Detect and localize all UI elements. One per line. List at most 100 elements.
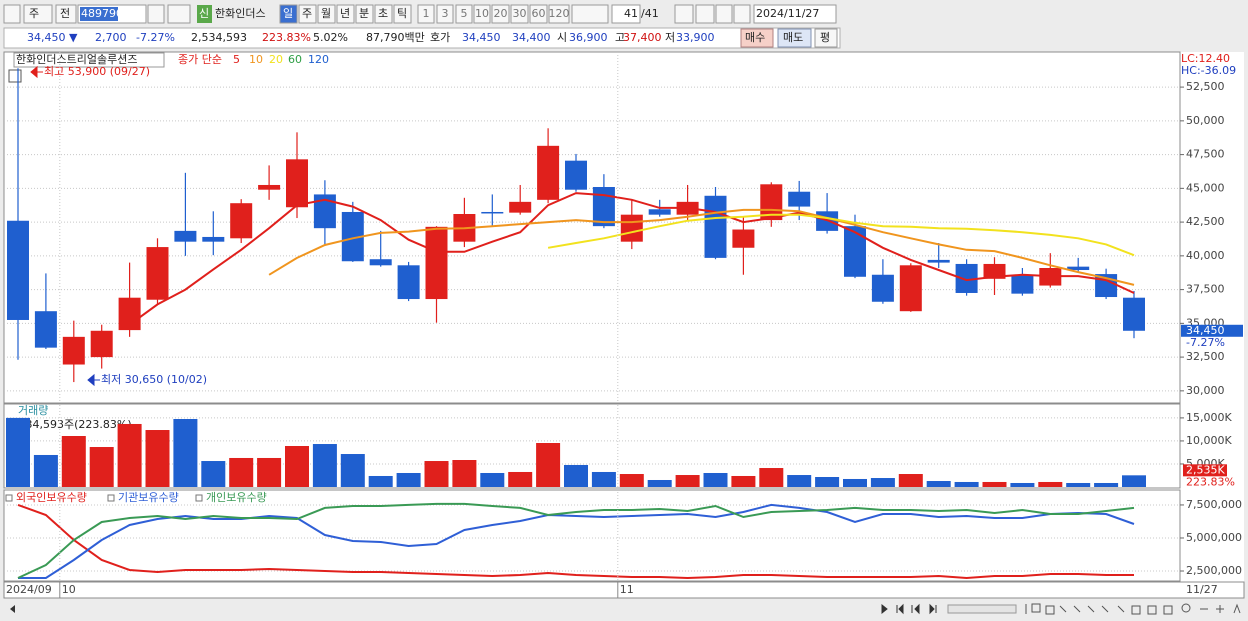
menu-button[interactable] [3, 4, 21, 24]
interval: 30 [513, 7, 527, 20]
interval-button[interactable] [436, 4, 454, 24]
moving-average [268, 208, 1135, 286]
candle-body [704, 195, 727, 258]
buy-button[interactable] [740, 28, 774, 48]
period: 주 [302, 7, 312, 20]
period: 월 [321, 7, 331, 20]
volume-bar [1010, 482, 1035, 487]
y-tick-label: 50,000 [1186, 114, 1225, 127]
sound-button[interactable] [167, 4, 191, 24]
interval-button[interactable] [473, 4, 491, 24]
period-button[interactable] [355, 4, 374, 24]
volume-bar [480, 472, 505, 487]
period: 분 [359, 7, 369, 20]
sell-button[interactable] [777, 28, 812, 48]
period: 틱 [397, 7, 407, 20]
scope: 전 [60, 7, 70, 20]
settings-button[interactable] [733, 4, 751, 24]
y-tick-label: 42,500 [1186, 215, 1225, 228]
period-button[interactable] [298, 4, 317, 24]
volume-bar [619, 474, 644, 487]
y-tick-label: 32,500 [1186, 350, 1225, 363]
badge: 신 [199, 7, 209, 20]
volume-bar [312, 444, 337, 487]
interval-button[interactable] [548, 4, 570, 24]
open: 36,900 [569, 31, 608, 44]
tool-button[interactable] [695, 4, 715, 24]
scope-button[interactable] [55, 4, 77, 24]
date-input[interactable] [753, 4, 837, 24]
code: 489790 [81, 7, 123, 20]
period: 년 [340, 7, 350, 20]
volume-bar [787, 475, 812, 487]
period-button[interactable] [374, 4, 393, 24]
count-input[interactable] [611, 4, 641, 24]
period-type-select[interactable] [23, 4, 53, 24]
candle-body [1123, 297, 1145, 331]
interval: 1 [423, 7, 430, 20]
interval-button[interactable] [510, 4, 529, 24]
legend-entry: 60 [288, 53, 302, 66]
interval-button[interactable] [455, 4, 473, 24]
save-button[interactable] [715, 4, 733, 24]
tool-icons[interactable] [1025, 603, 1241, 615]
interval-button[interactable] [529, 4, 548, 24]
scroll-buttons[interactable] [881, 603, 937, 615]
candle-body [90, 330, 113, 358]
period-button[interactable] [393, 4, 412, 24]
change: 2,700 [95, 31, 127, 44]
candle-body [174, 230, 197, 242]
chart-area [4, 52, 1244, 598]
quote-box [3, 27, 841, 49]
legend-entry: 120 [308, 53, 329, 66]
last-volume-change: 223.83% [1186, 475, 1235, 488]
search-button[interactable] [147, 4, 165, 24]
candle-body [146, 247, 169, 300]
code-selection [80, 7, 118, 21]
period-button[interactable] [279, 4, 298, 24]
holding-line [17, 503, 1134, 580]
scroll-left[interactable] [10, 605, 15, 613]
price: 34,450 ▼ [27, 31, 78, 44]
zoom-slider[interactable] [947, 604, 1017, 614]
volume-bar [759, 468, 784, 487]
y-tick-label: 45,000 [1186, 181, 1225, 194]
candle-body [286, 159, 308, 208]
candle-body [983, 263, 1006, 279]
volume-bar [173, 419, 198, 487]
volume-bar [926, 481, 951, 487]
interval-button[interactable] [417, 4, 435, 24]
low-arrow [87, 373, 100, 387]
sell: 매도 [783, 31, 803, 44]
toolbar: 주 전 489790 신 한화인더스 41 /41 2024/11/27 [3, 4, 837, 24]
volume: 2,534,593 [191, 31, 247, 44]
date: 2024/11/27 [756, 7, 819, 20]
candle-body [369, 259, 392, 266]
blank-select[interactable] [571, 4, 609, 24]
y-tick-label: 7,500,000 [1186, 498, 1242, 511]
bottom-toolbar [0, 600, 1248, 621]
volume-bar [340, 454, 365, 487]
legend-entry: 외국인보유수량 [16, 491, 87, 504]
avg-button[interactable] [814, 28, 838, 48]
legend-swatch [195, 494, 203, 502]
volume-bar [703, 472, 728, 487]
low-label: 저 [665, 31, 675, 44]
legend-swatch [107, 494, 115, 502]
period-button[interactable] [317, 4, 336, 24]
candle-body [258, 184, 281, 190]
legend-entry: 5 [233, 53, 240, 66]
tool-button[interactable] [674, 4, 694, 24]
candle-body [620, 214, 643, 242]
interval-button[interactable] [491, 4, 510, 24]
candle-body [202, 236, 225, 242]
bid: 34,400 [512, 31, 551, 44]
interval: 120 [549, 7, 570, 20]
legend-entry: 개인보유수량 [206, 491, 267, 504]
candle-body [927, 259, 950, 263]
period-button[interactable] [336, 4, 355, 24]
ma-label: 종가 단순 [178, 53, 222, 66]
volume-subtitle: 2,534,593주(223.83%) [8, 418, 132, 431]
amount: 87,790백만 [366, 31, 425, 44]
candle-body [732, 229, 755, 248]
